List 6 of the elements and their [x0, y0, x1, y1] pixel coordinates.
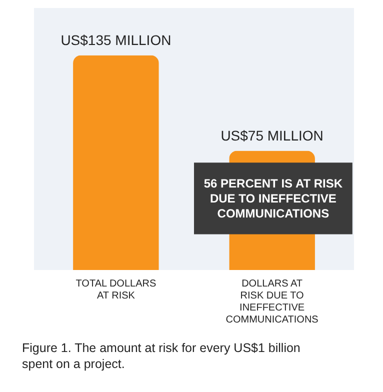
- x-tick-label: DOLLARS AT RISK DUE TO INEFFECTIVE COMMUNICATIONS: [226, 278, 319, 326]
- annotation: 56 PERCENT IS AT RISK DUE TO INEFFECTIVE COMMUNICATIONS: [204, 176, 343, 220]
- x-tick-label: TOTAL DOLLARS AT RISK: [76, 278, 156, 302]
- data-label: US$135 MILLION: [60, 32, 172, 48]
- data-label: US$75 MILLION: [220, 128, 324, 144]
- caption: Figure 1. The amount at risk for every US$1 billion spent on a project.: [22, 341, 300, 371]
